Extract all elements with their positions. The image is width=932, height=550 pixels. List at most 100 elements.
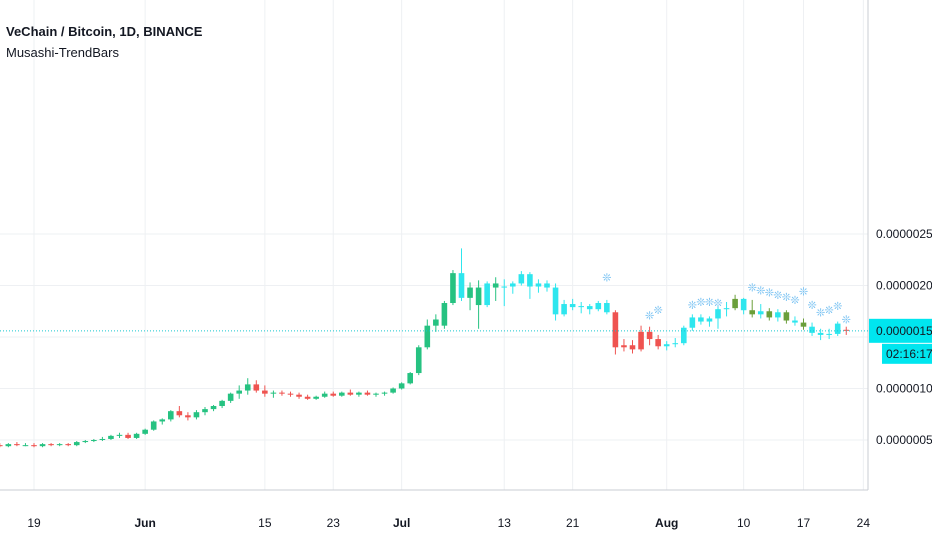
candle-body xyxy=(14,444,20,446)
candle-body xyxy=(757,311,764,315)
candle-body xyxy=(749,310,755,315)
snowflake-icon: ❊ xyxy=(782,292,791,304)
candle-body xyxy=(73,442,80,446)
candle-body xyxy=(629,345,636,350)
candle-body xyxy=(817,332,824,335)
candle-body xyxy=(330,393,337,396)
time-tick-label: 23 xyxy=(327,516,341,530)
candle-body xyxy=(475,287,482,306)
candle-body xyxy=(373,393,379,395)
candle-body xyxy=(82,441,89,443)
candle-body xyxy=(39,444,46,447)
candle-body xyxy=(723,308,730,310)
candle-body xyxy=(150,421,157,430)
symbol-title: VeChain / Bitcoin, 1D, BINANCE xyxy=(6,24,203,39)
candle-body xyxy=(809,326,815,333)
candle-body xyxy=(227,393,234,401)
candle-body xyxy=(31,445,37,447)
candle-body xyxy=(638,331,644,350)
candle-body xyxy=(458,273,465,298)
candle-body xyxy=(800,322,807,327)
candle-body xyxy=(843,329,850,331)
candle-body xyxy=(116,434,123,436)
candle-body xyxy=(783,312,790,321)
time-tick-label: Jun xyxy=(134,516,155,530)
candle-body xyxy=(715,309,721,319)
indicator-label: Musashi-TrendBars xyxy=(6,45,119,60)
candle-body xyxy=(535,283,542,287)
candle-body xyxy=(202,409,208,413)
candle-body xyxy=(552,287,559,315)
snowflake-icon: ❊ xyxy=(842,314,851,326)
candle-body xyxy=(604,303,610,313)
candle-body xyxy=(125,434,131,438)
candle-body xyxy=(236,390,242,394)
candle-body xyxy=(646,331,653,340)
snowflake-icon: ❊ xyxy=(773,290,782,302)
candle-body xyxy=(364,392,371,395)
snowflake-icon: ❊ xyxy=(713,298,722,310)
candle-body xyxy=(253,384,260,391)
time-tick-label: 19 xyxy=(27,516,41,530)
candle-body xyxy=(621,345,627,348)
candle-body xyxy=(698,317,704,322)
time-tick-label: Jul xyxy=(393,516,410,530)
candle-body xyxy=(775,312,781,318)
candle-body xyxy=(518,274,525,284)
candle-body xyxy=(48,444,54,446)
candle-body xyxy=(262,390,268,394)
candle-body xyxy=(339,392,345,396)
candle-body xyxy=(5,444,12,447)
candle-body xyxy=(450,273,456,304)
candle-body xyxy=(159,419,166,422)
candle-body xyxy=(510,283,516,287)
candle-body xyxy=(527,274,533,287)
current-price-label: 0.00000156 xyxy=(876,324,932,338)
time-tick-label: 21 xyxy=(566,516,580,530)
snowflake-icon: ❊ xyxy=(790,295,799,307)
candle-body xyxy=(398,383,405,389)
candle-body xyxy=(595,303,602,310)
candle-body xyxy=(492,283,499,288)
snowflake-icon: ❊ xyxy=(765,288,774,300)
current-price-badge xyxy=(869,318,932,343)
candle-body xyxy=(0,445,3,447)
candle-body xyxy=(424,325,431,348)
candle-body xyxy=(578,306,584,308)
candle-body xyxy=(467,287,473,298)
candle-body xyxy=(484,283,490,306)
candle-body xyxy=(133,433,140,438)
candle-body xyxy=(561,304,567,315)
candle-body xyxy=(185,415,191,418)
candle-body xyxy=(826,333,832,335)
countdown-badge xyxy=(882,343,932,364)
time-tick-label: 17 xyxy=(797,516,811,530)
candle-body xyxy=(433,319,439,326)
candle-body xyxy=(168,411,174,420)
snowflake-icon: ❊ xyxy=(654,305,663,317)
candle-body xyxy=(689,317,696,328)
time-tick-label: Aug xyxy=(655,516,678,530)
candle-body xyxy=(279,392,285,394)
candle-body xyxy=(390,388,396,393)
snowflake-icon: ❊ xyxy=(825,305,834,317)
candle-body xyxy=(193,412,200,418)
candle-body xyxy=(441,303,448,326)
snowflake-icon: ❊ xyxy=(756,286,765,298)
candle-body xyxy=(56,444,63,446)
candle-body xyxy=(834,323,841,334)
candle-body xyxy=(792,320,798,323)
candle-body xyxy=(732,298,738,309)
candle-body xyxy=(176,411,183,416)
candle-body xyxy=(544,283,550,288)
snowflake-icon: ❊ xyxy=(602,272,611,284)
candle-body xyxy=(22,445,29,447)
snowflake-icon: ❊ xyxy=(807,300,816,312)
candle-body xyxy=(219,400,225,407)
candle-body xyxy=(91,440,97,442)
time-tick-label: 24 xyxy=(857,516,871,530)
